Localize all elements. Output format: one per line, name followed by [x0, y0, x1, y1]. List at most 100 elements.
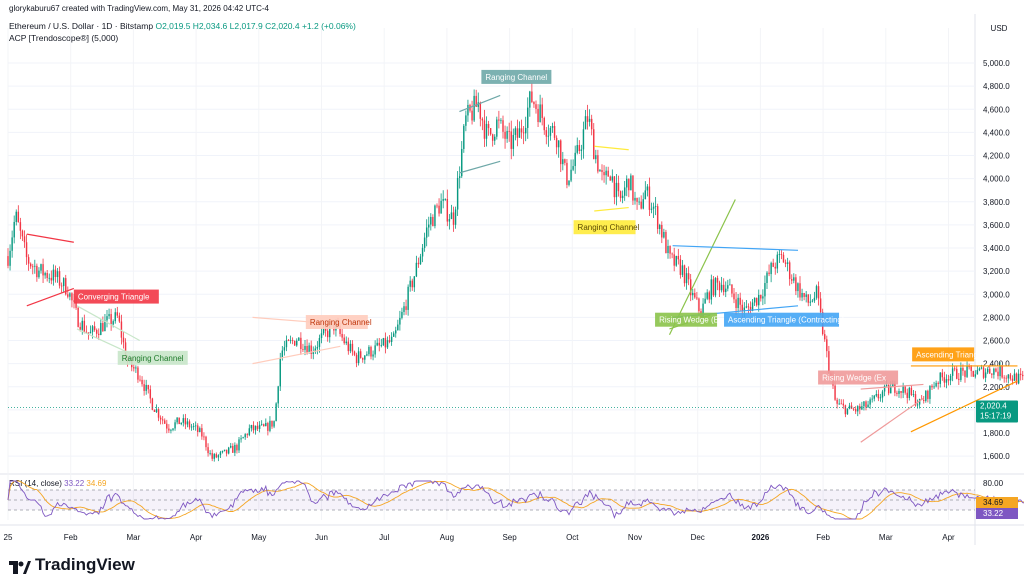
price-tick-label: 4,200.0: [983, 152, 1010, 161]
candle-body: [106, 316, 108, 321]
candle-body: [32, 266, 34, 268]
candle-body: [442, 199, 444, 201]
pattern-label-bg: [305, 315, 368, 330]
candle-body: [135, 367, 137, 369]
candle-body: [75, 301, 77, 308]
candle-body: [772, 262, 774, 267]
candle-body: [510, 131, 512, 149]
pattern-label: Ranging Channel: [485, 73, 547, 82]
candle-body: [166, 423, 168, 429]
candle-body: [739, 297, 741, 305]
candle-body: [644, 190, 647, 200]
candle-body: [291, 339, 294, 341]
candle-body: [617, 182, 620, 192]
pattern-line: [76, 305, 140, 342]
candle-body: [164, 420, 166, 424]
candle-body: [176, 417, 178, 423]
symbol-title[interactable]: Ethereum / U.S. Dollar · 1D · Bitstamp: [9, 21, 154, 31]
time-tick-label: Feb: [64, 533, 78, 542]
ohlc-values: O2,019.5 H2,034.6 L2,017.9 C2,020.4 +1.2…: [155, 21, 356, 31]
candle-body: [306, 345, 308, 354]
candle-body: [58, 271, 61, 286]
candle-body: [809, 301, 812, 303]
candle-body: [1017, 373, 1020, 384]
candle-body: [560, 140, 562, 165]
candle-body: [582, 129, 585, 150]
last-price-value: 2,020.4: [980, 402, 1007, 411]
candle-body: [533, 102, 535, 105]
symbol-line: Ethereum / U.S. Dollar · 1D · Bitstamp O…: [9, 21, 356, 31]
candle-body: [991, 373, 993, 375]
candle-body: [811, 300, 814, 302]
candle-body: [642, 199, 644, 209]
candle-body: [1007, 374, 1010, 379]
candle-body: [609, 176, 611, 181]
candle-body: [883, 385, 886, 392]
candle-body: [1009, 374, 1012, 379]
rsi-ma-tag: 34.69: [983, 498, 1004, 507]
candle-body: [574, 152, 576, 167]
candle-body: [281, 350, 284, 359]
candle-body: [704, 298, 706, 304]
candle-body: [605, 170, 607, 176]
candle-body: [147, 384, 149, 390]
candle-body: [461, 148, 463, 177]
candle-body: [737, 297, 739, 308]
candle-body: [549, 127, 552, 136]
candle-body: [446, 199, 449, 222]
candle-body: [263, 424, 265, 427]
pattern-label: Ranging Channel: [310, 318, 372, 327]
candle-body: [211, 453, 213, 459]
candle-body: [186, 421, 189, 425]
tradingview-logo-icon: [9, 559, 31, 574]
candle-body: [494, 136, 496, 141]
pattern-label-bg: [117, 350, 188, 365]
candle-body: [217, 455, 220, 458]
candle-body: [326, 330, 329, 338]
candle-body: [329, 324, 331, 338]
time-tick-label: May: [251, 533, 266, 542]
candle-body: [980, 367, 983, 369]
candle-body: [194, 425, 197, 427]
candle-body: [1011, 378, 1014, 381]
candle-body: [1015, 373, 1018, 384]
pattern-line: [860, 383, 924, 390]
tradingview-logo-text: TradingView: [35, 555, 135, 574]
candle-body: [595, 155, 597, 160]
candle-body: [848, 405, 851, 409]
pattern-line: [252, 345, 341, 365]
candle-body: [937, 382, 939, 384]
candle-body: [861, 406, 863, 410]
candle-body: [411, 280, 413, 288]
candle-body: [669, 245, 671, 254]
candle-body: [603, 172, 605, 176]
candle-body: [947, 379, 950, 381]
candle-body: [553, 125, 556, 138]
pattern-label: Ascending Triangle (Contracting): [728, 316, 845, 325]
candle-body: [551, 125, 554, 128]
candle-body: [388, 340, 391, 342]
candle-body: [518, 128, 521, 138]
candle-body: [118, 315, 121, 322]
pattern-label-bg: [912, 347, 975, 362]
candle-body: [572, 166, 574, 170]
candle-body: [395, 330, 397, 334]
candle-body: [887, 384, 890, 394]
candle-body: [601, 170, 603, 173]
candle-body: [236, 444, 238, 451]
candle-body: [496, 119, 498, 137]
candle-body: [531, 91, 533, 103]
indicator-label[interactable]: ACP [Trendoscope®] (5,000): [9, 33, 119, 43]
candle-body: [372, 354, 374, 357]
candle-body: [557, 140, 560, 148]
candle-body: [254, 425, 257, 431]
candle-body: [419, 256, 422, 265]
candle-body: [207, 447, 209, 454]
candle-body: [923, 400, 925, 401]
candle-body: [578, 145, 581, 152]
candle-body: [172, 428, 174, 430]
candle-body: [760, 294, 762, 299]
candle-body: [38, 270, 40, 278]
pattern-line: [26, 233, 74, 243]
